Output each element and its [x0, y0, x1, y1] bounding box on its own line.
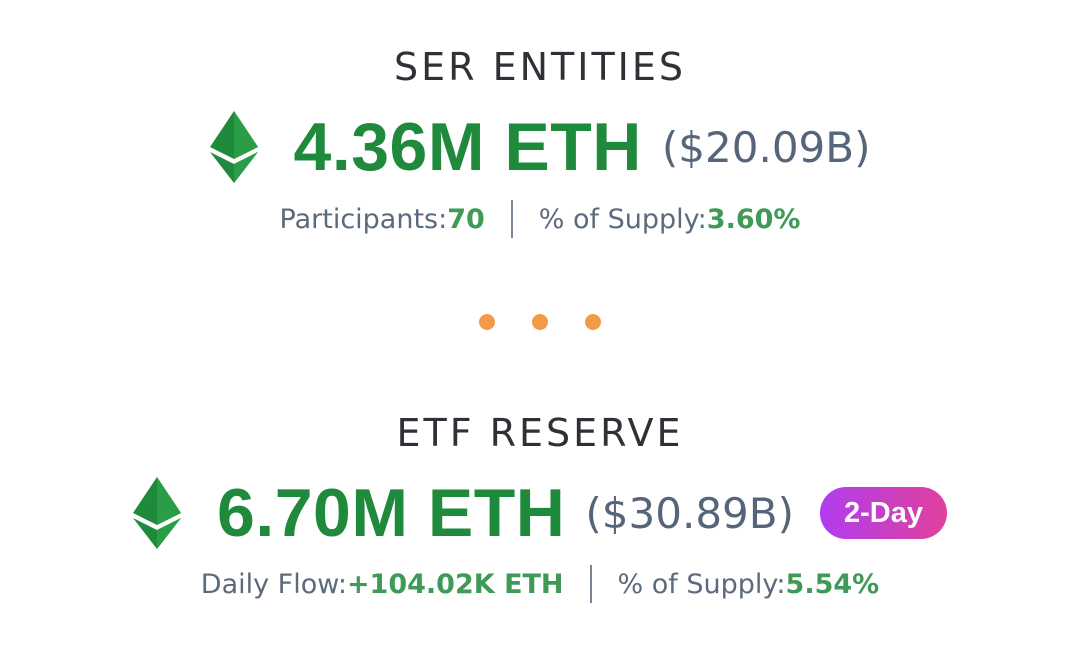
usd-value: ($20.09B) — [661, 122, 871, 172]
dot — [479, 314, 495, 330]
ethereum-icon — [133, 477, 182, 549]
ser-entities-section: SER ENTITIES — [0, 48, 1080, 86]
divider — [589, 565, 592, 603]
etf-reserve-stats: Daily Flow: +104.02K ETH % of Supply: 5.… — [0, 565, 1080, 603]
ethereum-icon — [209, 111, 258, 183]
etf-reserve-amount-row: 6.70M ETH ($30.89B) 2-Day — [0, 474, 1080, 552]
participants-label: Participants: — [279, 203, 448, 235]
ellipsis-dots — [0, 314, 1080, 330]
section-title: SER ENTITIES — [393, 45, 687, 89]
usd-value: ($30.89B) — [585, 488, 794, 538]
two-day-badge[interactable]: 2-Day — [819, 487, 947, 539]
supply-label: % of Supply: — [538, 203, 707, 235]
section-title: ETF RESERVE — [396, 411, 684, 455]
supply-value: 3.60% — [706, 203, 801, 235]
participants-value: 70 — [447, 203, 485, 235]
etf-reserve-section: ETF RESERVE — [0, 414, 1080, 452]
daily-flow-value: +104.02K ETH — [346, 568, 564, 600]
eth-amount: 6.70M ETH — [217, 475, 566, 551]
ser-entities-stats: Participants: 70 % of Supply: 3.60% — [0, 200, 1080, 238]
dot — [585, 314, 601, 330]
dot — [532, 314, 548, 330]
eth-amount: 4.36M ETH — [293, 109, 642, 185]
supply-value: 5.54% — [785, 568, 880, 600]
ser-entities-amount-row: 4.36M ETH ($20.09B) — [0, 108, 1080, 186]
supply-label: % of Supply: — [617, 568, 786, 600]
divider — [510, 200, 513, 238]
daily-flow-label: Daily Flow: — [200, 568, 347, 600]
